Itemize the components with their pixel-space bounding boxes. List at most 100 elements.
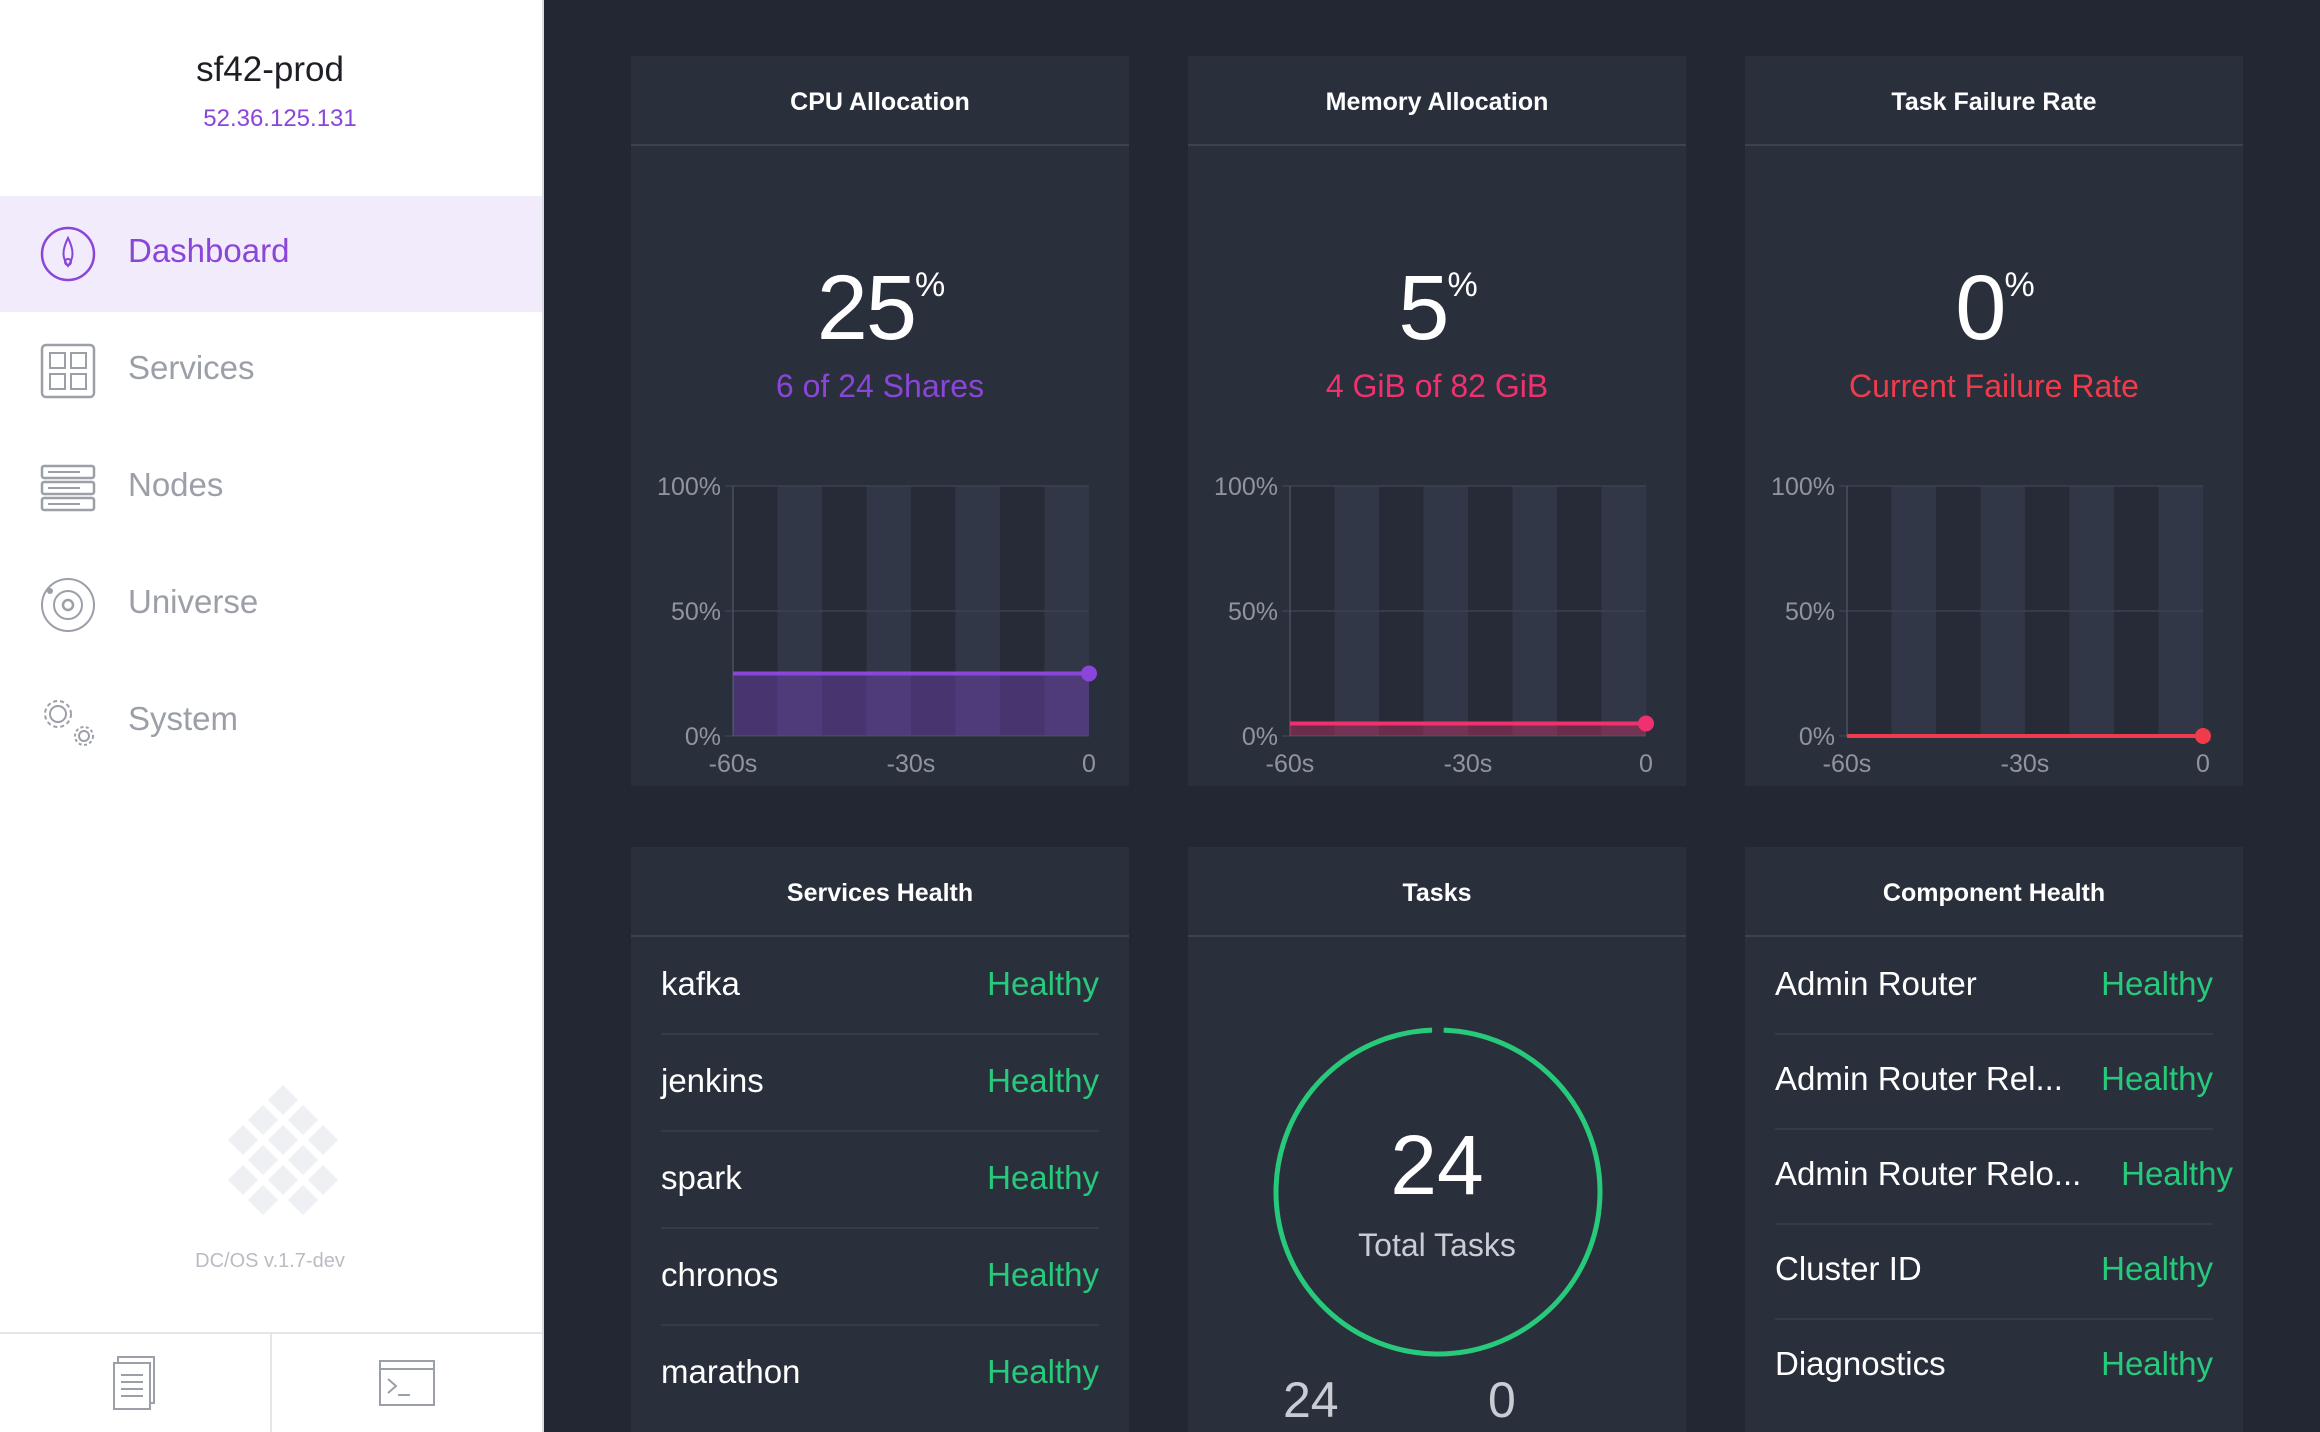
x-tick-label: -30s <box>1444 750 1493 778</box>
y-tick-label: 50% <box>1785 598 1835 626</box>
tasks-ring-chart <box>1273 1027 1603 1357</box>
docs-button[interactable] <box>0 1334 270 1432</box>
panel-title: Memory Allocation <box>1188 56 1686 146</box>
component-status: Healthy <box>2101 1060 2213 1097</box>
dcos-logo-icon <box>228 1085 338 1215</box>
x-tick-label: 0 <box>1639 750 1653 778</box>
component-name: Admin Router <box>1775 965 1977 1002</box>
component-status: Healthy <box>2101 965 2213 1002</box>
service-status: Healthy <box>987 1062 1099 1099</box>
component-row[interactable]: Cluster ID Healthy <box>1775 1222 2213 1320</box>
component-health-panel[interactable]: Component Health Admin Router Healthy Ad… <box>1745 847 2243 1432</box>
y-tick-label: 50% <box>1228 598 1278 626</box>
terminal-icon <box>379 1360 435 1406</box>
x-tick-label: 0 <box>1082 750 1096 778</box>
panel-title: Tasks <box>1188 847 1686 937</box>
service-status: Healthy <box>987 1159 1099 1196</box>
cluster-name[interactable]: sf42-prod <box>196 50 344 89</box>
series-endpoint <box>2195 728 2211 744</box>
sidebar: sf42-prod 52.36.125.131 Dashboard Servic… <box>0 0 544 1432</box>
y-tick-label: 100% <box>657 473 721 501</box>
nav-label-services: Services <box>128 349 255 386</box>
services-health-panel[interactable]: Services Health kafka Healthy jenkins He… <box>631 847 1129 1432</box>
service-status: Healthy <box>987 1353 1099 1390</box>
terminal-button[interactable] <box>270 1334 542 1432</box>
series-endpoint <box>1638 715 1654 732</box>
service-row-chronos[interactable]: chronos Healthy <box>661 1228 1099 1326</box>
service-name: kafka <box>661 965 740 1002</box>
series-area <box>733 673 1089 736</box>
component-status: Healthy <box>2121 1155 2233 1192</box>
service-row-marathon[interactable]: marathon Healthy <box>661 1325 1099 1421</box>
nav-item-universe[interactable]: Universe <box>0 547 542 663</box>
series-area <box>1290 723 1646 736</box>
x-tick-label: -60s <box>1823 750 1872 778</box>
panel-title: Services Health <box>631 847 1129 937</box>
dashboard-icon <box>40 226 96 282</box>
series-endpoint <box>1081 665 1097 682</box>
component-row[interactable]: Diagnostics Healthy <box>1775 1317 2213 1413</box>
component-row[interactable]: Admin Router Healthy <box>1775 937 2213 1035</box>
service-status: Healthy <box>987 1256 1099 1293</box>
service-name: chronos <box>661 1256 779 1293</box>
tasks-total: 24 <box>1390 1118 1484 1212</box>
component-row[interactable]: Admin Router Rel... Healthy <box>1775 1032 2213 1130</box>
failure-subtitle: Current Failure Rate <box>1849 368 2139 404</box>
nav-item-services[interactable]: Services <box>0 313 542 429</box>
nodes-icon <box>40 464 96 512</box>
cluster-ip: 52.36.125.131 <box>203 105 357 132</box>
memory-subtitle: 4 GiB of 82 GiB <box>1325 368 1549 404</box>
version-label: DC/OS v.1.7-dev <box>195 1250 345 1272</box>
component-status: Healthy <box>2101 1250 2213 1287</box>
nav-item-system[interactable]: System <box>0 664 542 780</box>
y-tick-label: 100% <box>1771 473 1835 501</box>
component-name: Diagnostics <box>1775 1345 1946 1382</box>
nav-item-dashboard[interactable]: Dashboard <box>0 196 542 312</box>
tasks-other-count: 0 <box>1488 1372 1516 1428</box>
component-row[interactable]: Admin Router Relo... Healthy <box>1775 1127 2233 1225</box>
nav-label-dashboard: Dashboard <box>128 232 290 269</box>
y-tick-label: 50% <box>671 598 721 626</box>
x-tick-label: -30s <box>887 750 936 778</box>
dashboard-main: CPU Allocation 25% 6 of 24 Shares 100% 50… <box>544 0 2320 1432</box>
service-row-kafka[interactable]: kafka Healthy <box>661 937 1099 1035</box>
task-failure-panel[interactable]: Task Failure Rate 0% Current Failure Rat… <box>1745 56 2243 786</box>
sidebar-footer <box>0 1332 542 1432</box>
y-tick-label: 0% <box>1799 723 1835 751</box>
failure-chart: 100% 50% 0%-60s -30s 0 <box>1771 473 2211 778</box>
tasks-healthy-count: 24 <box>1283 1372 1339 1428</box>
x-tick-label: -60s <box>709 750 758 778</box>
component-name: Admin Router Rel... <box>1775 1060 2063 1097</box>
panel-title: Component Health <box>1745 847 2243 937</box>
cpu-value: 25% <box>816 257 946 359</box>
x-tick-label: -60s <box>1266 750 1315 778</box>
y-tick-label: 0% <box>685 723 721 751</box>
system-icon <box>44 700 94 746</box>
memory-allocation-panel[interactable]: Memory Allocation 5% 4 GiB of 82 GiB 100… <box>1188 56 1686 786</box>
component-name: Admin Router Relo... <box>1775 1155 2082 1192</box>
memory-chart: 100% 50% 0%-60s -30s 0 <box>1214 473 1654 778</box>
universe-icon <box>41 578 95 632</box>
failure-value: 0% <box>1955 257 2034 359</box>
component-name: Cluster ID <box>1775 1250 1922 1287</box>
cpu-subtitle: 6 of 24 Shares <box>775 368 985 404</box>
service-name: jenkins <box>661 1062 764 1099</box>
services-icon <box>40 343 96 399</box>
cpu-allocation-panel[interactable]: CPU Allocation 25% 6 of 24 Shares 100% 50… <box>631 56 1129 786</box>
x-tick-label: -30s <box>2001 750 2050 778</box>
service-row-jenkins[interactable]: jenkins Healthy <box>661 1034 1099 1132</box>
service-name: marathon <box>661 1353 801 1390</box>
cpu-chart: 100% 50% 0%-60s -30s 0 <box>657 473 1097 778</box>
service-row-spark[interactable]: spark Healthy <box>661 1131 1099 1229</box>
nav-label-universe: Universe <box>128 583 259 620</box>
tasks-panel[interactable]: Tasks 24 Total Tasks 24 0 <box>1188 847 1686 1432</box>
docs-icon <box>113 1356 155 1410</box>
panel-title: CPU Allocation <box>631 56 1129 146</box>
tasks-label: Total Tasks <box>1358 1227 1516 1263</box>
nav-item-nodes[interactable]: Nodes <box>0 430 542 546</box>
panel-title: Task Failure Rate <box>1745 56 2243 146</box>
component-status: Healthy <box>2101 1345 2213 1382</box>
y-tick-label: 0% <box>1242 723 1278 751</box>
service-name: spark <box>661 1159 742 1196</box>
memory-value: 5% <box>1398 257 1477 359</box>
